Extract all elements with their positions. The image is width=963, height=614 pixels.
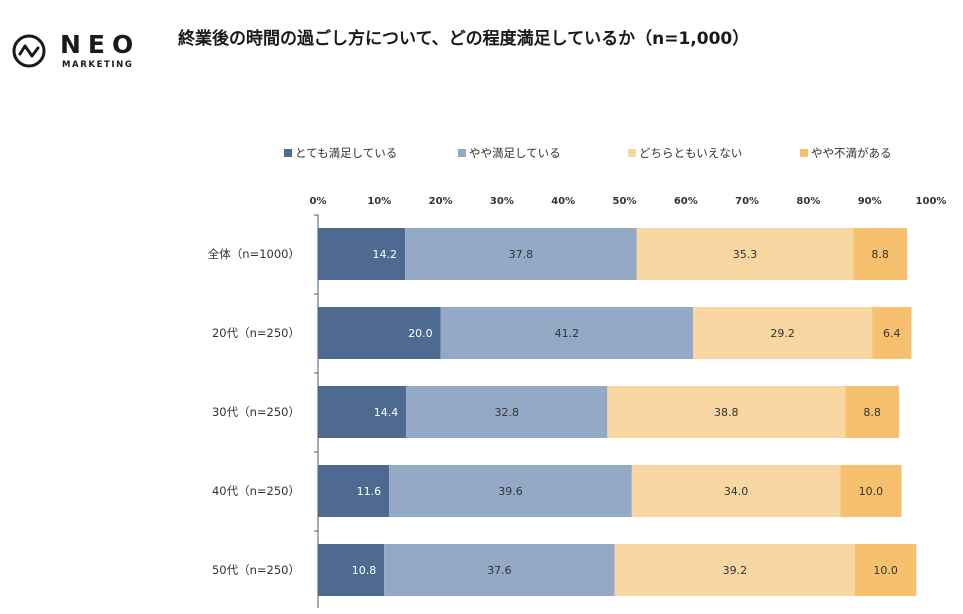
bar-segment <box>384 544 615 596</box>
category-label: 全体（n=1000） <box>208 247 300 261</box>
x-tick-label: 20% <box>429 196 453 207</box>
category-label: 30代（n=250） <box>212 405 300 419</box>
logo-mark-icon <box>12 34 46 68</box>
bar-segment <box>631 465 841 517</box>
data-label: 35.3 <box>733 248 758 261</box>
data-label: 37.8 <box>509 248 534 261</box>
bar-segment <box>693 307 873 359</box>
data-label: 41.2 <box>555 327 580 340</box>
legend-label: どちらともいえない <box>639 146 742 160</box>
x-tick-label: 100% <box>916 196 947 207</box>
bar-segment <box>318 307 441 359</box>
x-tick-label: 70% <box>735 196 759 207</box>
data-label: 10.0 <box>859 485 884 498</box>
bar-segment <box>318 544 385 596</box>
legend-swatch <box>284 149 292 157</box>
category-label: 40代（n=250） <box>212 484 300 498</box>
bar-segment <box>853 228 908 280</box>
data-label: 37.6 <box>487 564 512 577</box>
bar-segment <box>607 386 846 438</box>
chart-title: 終業後の時間の過ごし方について、どの程度満足しているか（n=1,000） <box>178 29 750 49</box>
data-label: 20.0 <box>408 327 433 340</box>
data-label: 11.6 <box>357 485 382 498</box>
bar-segment <box>406 386 608 438</box>
bar-segment <box>318 228 406 280</box>
bar-segment <box>614 544 855 596</box>
x-tick-label: 90% <box>858 196 882 207</box>
x-tick-label: 40% <box>551 196 575 207</box>
category-label: 20代（n=250） <box>212 326 300 340</box>
data-label: 10.0 <box>873 564 898 577</box>
bar-segment <box>318 465 390 517</box>
data-label: 39.2 <box>723 564 748 577</box>
data-label: 34.0 <box>724 485 749 498</box>
data-label: 38.8 <box>714 406 739 419</box>
bar-segment <box>318 386 407 438</box>
data-label: 8.8 <box>863 406 881 419</box>
data-label: 14.2 <box>373 248 398 261</box>
legend-swatch <box>800 149 808 157</box>
data-label: 10.8 <box>352 564 377 577</box>
legend-label: やや不満がある <box>811 146 892 160</box>
x-tick-label: 0% <box>310 196 327 207</box>
x-tick-label: 50% <box>613 196 637 207</box>
data-label: 6.4 <box>883 327 901 340</box>
bar-segment <box>840 465 902 517</box>
x-tick-label: 10% <box>367 196 391 207</box>
bar-segment <box>636 228 854 280</box>
data-label: 14.4 <box>374 406 399 419</box>
x-tick-label: 80% <box>796 196 820 207</box>
brand-sub: MARKETING <box>62 60 134 70</box>
data-label: 32.8 <box>495 406 520 419</box>
bar-segment <box>405 228 637 280</box>
data-label: 29.2 <box>770 327 795 340</box>
brand-logo: NEO MARKETING <box>12 30 142 74</box>
legend-swatch <box>628 149 636 157</box>
bar-segment <box>845 386 900 438</box>
bar-segment <box>854 544 917 596</box>
bar-segment <box>389 465 632 517</box>
legend-label: やや満足している <box>469 146 561 160</box>
legend-swatch <box>458 149 466 157</box>
x-tick-label: 60% <box>674 196 698 207</box>
bar-segment <box>872 307 912 359</box>
x-tick-label: 30% <box>490 196 514 207</box>
data-label: 8.8 <box>871 248 889 261</box>
category-label: 50代（n=250） <box>212 563 300 577</box>
bar-segment <box>440 307 694 359</box>
legend-label: とても満足している <box>295 146 397 160</box>
brand-name: NEO <box>60 30 141 59</box>
data-label: 39.6 <box>498 485 523 498</box>
